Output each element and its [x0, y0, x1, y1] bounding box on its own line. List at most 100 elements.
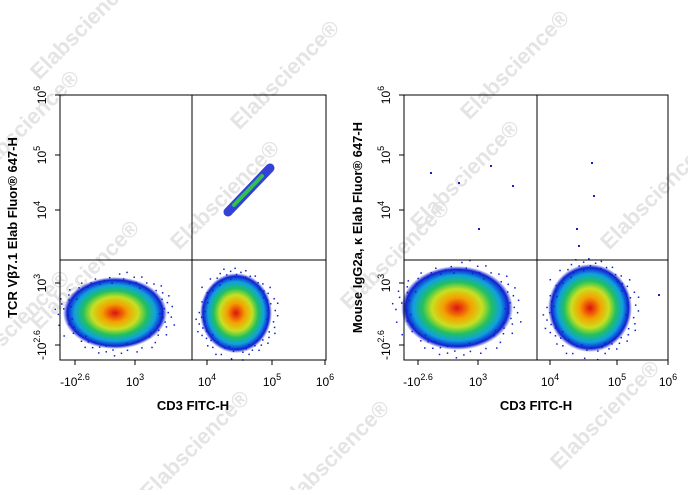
event-dot: [605, 266, 608, 269]
event-dot: [609, 273, 611, 275]
event-dot: [254, 344, 256, 347]
event-dot: [560, 337, 562, 339]
event-dot: [616, 348, 618, 350]
event-dot: [232, 350, 235, 353]
event-dot: [126, 349, 129, 352]
event-dot: [471, 272, 474, 275]
event-dot: [166, 301, 169, 304]
event-dot: [268, 336, 270, 339]
watermark: Elabscience®: [405, 115, 524, 234]
event-dot: [141, 276, 143, 278]
event-dot: [597, 350, 599, 352]
event-dot: [159, 313, 161, 315]
event-dot: [450, 265, 453, 268]
event-dot: [406, 286, 409, 288]
event-dot: [570, 276, 572, 279]
tick-base: 10: [379, 279, 393, 293]
tick-label: 104: [198, 372, 216, 389]
event-dot: [549, 278, 552, 281]
event-dot: [168, 295, 170, 297]
event-dot: [221, 280, 223, 282]
event-dot: [212, 289, 214, 292]
event-dot: [633, 291, 636, 294]
event-dot: [54, 308, 57, 311]
tick-base: -10: [35, 342, 49, 360]
event-dot: [608, 348, 610, 350]
event-dot: [621, 290, 623, 292]
event-dot: [206, 297, 208, 299]
tick-base: 10: [35, 279, 49, 293]
event-dot: [263, 290, 265, 292]
event-dot: [113, 355, 116, 357]
event-dot: [160, 285, 163, 287]
event-dot: [212, 346, 214, 349]
event-dot: [412, 323, 414, 326]
event-dot: [94, 278, 97, 280]
event-dot: [254, 275, 257, 277]
event-dot: [267, 342, 269, 344]
event-dot: [420, 272, 422, 274]
event-dot: [98, 346, 101, 348]
event-dot: [432, 347, 434, 350]
event-dot: [266, 299, 269, 302]
event-dot: [202, 306, 205, 308]
event-dot: [620, 336, 622, 339]
event-dot: [468, 342, 471, 345]
event-dot: [604, 342, 606, 344]
event-dot: [446, 345, 449, 348]
tick-label: 103: [469, 372, 487, 389]
event-dot: [430, 172, 432, 174]
event-dot: [415, 291, 417, 293]
event-dot: [173, 324, 176, 326]
event-dot: [629, 297, 632, 299]
event-dot: [165, 326, 168, 328]
event-dot: [76, 291, 79, 294]
event-dot: [581, 344, 583, 346]
tick-base: 10: [379, 91, 393, 105]
event-dot: [269, 286, 271, 289]
event-dot: [245, 269, 247, 272]
event-dot: [211, 333, 214, 336]
event-dot: [549, 294, 551, 297]
event-dot: [469, 259, 471, 262]
event-dot: [270, 303, 272, 305]
event-dot: [507, 312, 510, 315]
event-dot: [272, 321, 275, 323]
x-axis-label: CD3 FITC-H: [500, 398, 572, 413]
event-dot: [122, 278, 125, 280]
tick-base: -10: [60, 375, 78, 389]
event-dot: [430, 272, 433, 274]
event-dot: [195, 318, 197, 321]
event-dot: [434, 340, 436, 343]
event-dot: [621, 282, 624, 285]
tick-label: 106: [32, 86, 49, 104]
event-dot: [627, 334, 630, 336]
event-dot: [162, 316, 164, 319]
tick-base: 10: [198, 375, 212, 389]
event-dot: [479, 352, 482, 355]
event-dot: [458, 269, 461, 272]
event-dot: [68, 299, 70, 301]
event-dot: [63, 335, 65, 337]
event-dot: [554, 327, 557, 329]
event-dot: [546, 306, 548, 309]
event-dot: [550, 323, 552, 326]
event-dot: [567, 268, 569, 271]
event-dot: [634, 304, 637, 306]
event-dot: [455, 357, 458, 359]
event-dot: [85, 335, 87, 338]
event-dot: [593, 195, 595, 197]
event-dot: [628, 279, 631, 281]
tick-base: 10: [35, 206, 49, 220]
event-dot: [465, 267, 467, 269]
tick-exponent: 2.6: [77, 372, 90, 382]
event-dot: [69, 289, 71, 291]
event-dot: [205, 330, 208, 333]
event-dot: [625, 293, 628, 295]
tick-label: -102.6: [376, 330, 393, 360]
event-dot: [258, 349, 260, 352]
tick-exponent: 4: [32, 201, 42, 206]
tick-base: 10: [379, 206, 393, 220]
event-dot: [205, 337, 208, 340]
tick-label: 106: [376, 86, 393, 104]
